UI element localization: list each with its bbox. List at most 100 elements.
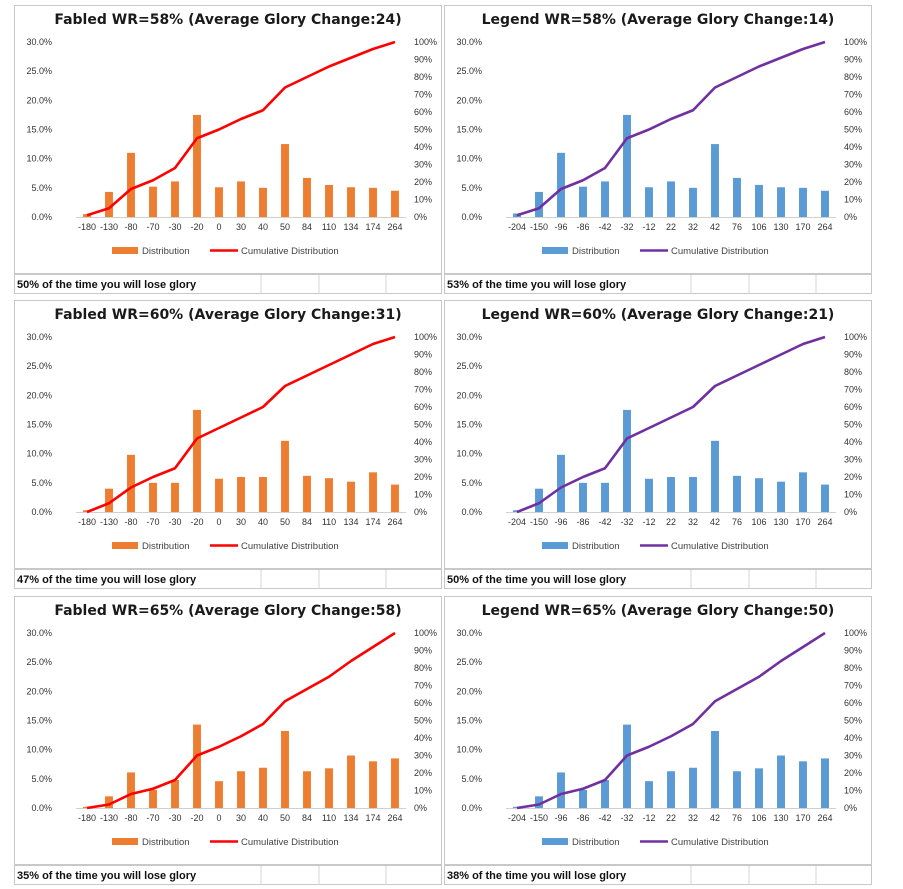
y-tick-label: 30.0% xyxy=(456,37,482,47)
x-tick-label: 22 xyxy=(666,813,676,823)
y2-tick-label: 30% xyxy=(414,160,432,170)
bar xyxy=(149,186,157,217)
x-tick-label: 106 xyxy=(751,813,766,823)
y-tick-label: 0.0% xyxy=(461,212,482,222)
x-tick-label: 50 xyxy=(280,813,290,823)
x-tick-label: 130 xyxy=(773,813,788,823)
x-tick-label: 134 xyxy=(343,813,358,823)
bar xyxy=(171,181,179,217)
y2-tick-label: 70% xyxy=(414,681,432,691)
chart-svg: Fabled WR=60% (Average Glory Change:31) 0… xyxy=(14,300,442,589)
y2-tick-label: 0% xyxy=(844,212,857,222)
x-tick-label: -12 xyxy=(642,222,655,232)
x-tick-label: 22 xyxy=(666,517,676,527)
y-tick-label: 30.0% xyxy=(456,628,482,638)
bar xyxy=(667,477,675,512)
y-tick-label: 25.0% xyxy=(26,361,52,371)
y2-tick-label: 0% xyxy=(414,507,427,517)
legend-label-cumulative: Cumulative Distribution xyxy=(671,246,769,257)
y2-tick-label: 0% xyxy=(414,803,427,813)
legend-label-distribution: Distribution xyxy=(572,541,620,552)
x-tick-label: -20 xyxy=(190,222,203,232)
x-tick-label: -180 xyxy=(78,813,96,823)
y2-tick-label: 50% xyxy=(844,420,862,430)
x-tick-label: -42 xyxy=(598,517,611,527)
chart-frame xyxy=(14,300,442,569)
y2-tick-label: 80% xyxy=(414,367,432,377)
bar xyxy=(391,758,399,808)
y2-tick-label: 0% xyxy=(844,803,857,813)
y2-tick-label: 40% xyxy=(414,437,432,447)
legend-swatch-bar xyxy=(542,247,568,254)
bar xyxy=(127,152,135,217)
bar xyxy=(259,477,267,512)
x-tick-label: 106 xyxy=(751,222,766,232)
y-tick-label: 30.0% xyxy=(26,628,52,638)
y-tick-label: 0.0% xyxy=(31,507,52,517)
y-tick-label: 5.0% xyxy=(31,774,52,784)
y2-tick-label: 20% xyxy=(414,177,432,187)
x-tick-label: 50 xyxy=(280,517,290,527)
y2-tick-label: 70% xyxy=(844,681,862,691)
bar xyxy=(623,724,631,808)
bar xyxy=(105,488,113,512)
x-tick-label: -32 xyxy=(620,517,633,527)
cumulative-line xyxy=(86,335,396,514)
bar xyxy=(149,482,157,512)
x-tick-label: -30 xyxy=(168,813,181,823)
x-tick-label: -86 xyxy=(576,517,589,527)
chart-title: Fabled WR=58% (Average Glory Change:24) xyxy=(54,12,401,28)
x-tick-label: 174 xyxy=(365,517,380,527)
y2-tick-label: 40% xyxy=(844,437,862,447)
x-tick-label: -20 xyxy=(190,813,203,823)
y-tick-label: 25.0% xyxy=(456,66,482,76)
cumulative-line xyxy=(516,631,826,810)
y2-tick-label: 50% xyxy=(414,420,432,430)
y-tick-label: 0.0% xyxy=(461,803,482,813)
note-row xyxy=(14,569,442,589)
x-tick-label: 84 xyxy=(302,813,312,823)
bar xyxy=(215,781,223,808)
y-tick-label: 30.0% xyxy=(26,37,52,47)
x-tick-label: 264 xyxy=(387,813,402,823)
y2-tick-label: 90% xyxy=(414,646,432,656)
note-text: 35% of the time you will lose glory xyxy=(17,870,197,882)
x-tick-label: -86 xyxy=(576,222,589,232)
legend-label-cumulative: Cumulative Distribution xyxy=(241,246,339,257)
bar xyxy=(623,114,631,217)
bar xyxy=(755,478,763,512)
y2-tick-label: 90% xyxy=(844,350,862,360)
y-tick-label: 15.0% xyxy=(26,125,52,135)
x-tick-label: 264 xyxy=(817,813,832,823)
x-tick-label: 134 xyxy=(343,222,358,232)
bar xyxy=(347,755,355,808)
y2-tick-label: 70% xyxy=(414,385,432,395)
x-tick-label: -12 xyxy=(642,813,655,823)
x-tick-label: -130 xyxy=(100,813,118,823)
bar xyxy=(303,475,311,512)
x-tick-label: 130 xyxy=(773,517,788,527)
chart-svg: Legend WR=65% (Average Glory Change:50) 0… xyxy=(444,596,872,885)
bar xyxy=(215,478,223,512)
x-tick-label: -130 xyxy=(100,517,118,527)
x-tick-label: 42 xyxy=(710,813,720,823)
bar xyxy=(193,724,201,808)
bar xyxy=(601,181,609,217)
x-tick-label: -30 xyxy=(168,517,181,527)
chart-svg: Fabled WR=65% (Average Glory Change:58) 0… xyxy=(14,596,442,885)
y2-tick-label: 60% xyxy=(844,698,862,708)
note-row xyxy=(14,274,442,294)
y-tick-label: 10.0% xyxy=(456,745,482,755)
note-text: 38% of the time you will lose glory xyxy=(447,870,627,882)
bar xyxy=(325,478,333,512)
bar xyxy=(557,152,565,217)
x-tick-label: -150 xyxy=(530,222,548,232)
y-tick-label: 15.0% xyxy=(26,716,52,726)
bar xyxy=(557,772,565,808)
bar xyxy=(535,191,543,217)
x-tick-label: 32 xyxy=(688,813,698,823)
note-row xyxy=(444,865,872,885)
x-tick-label: 42 xyxy=(710,222,720,232)
chart-panel-fabled-60: Fabled WR=60% (Average Glory Change:31) 0… xyxy=(14,300,442,590)
bar xyxy=(171,482,179,512)
